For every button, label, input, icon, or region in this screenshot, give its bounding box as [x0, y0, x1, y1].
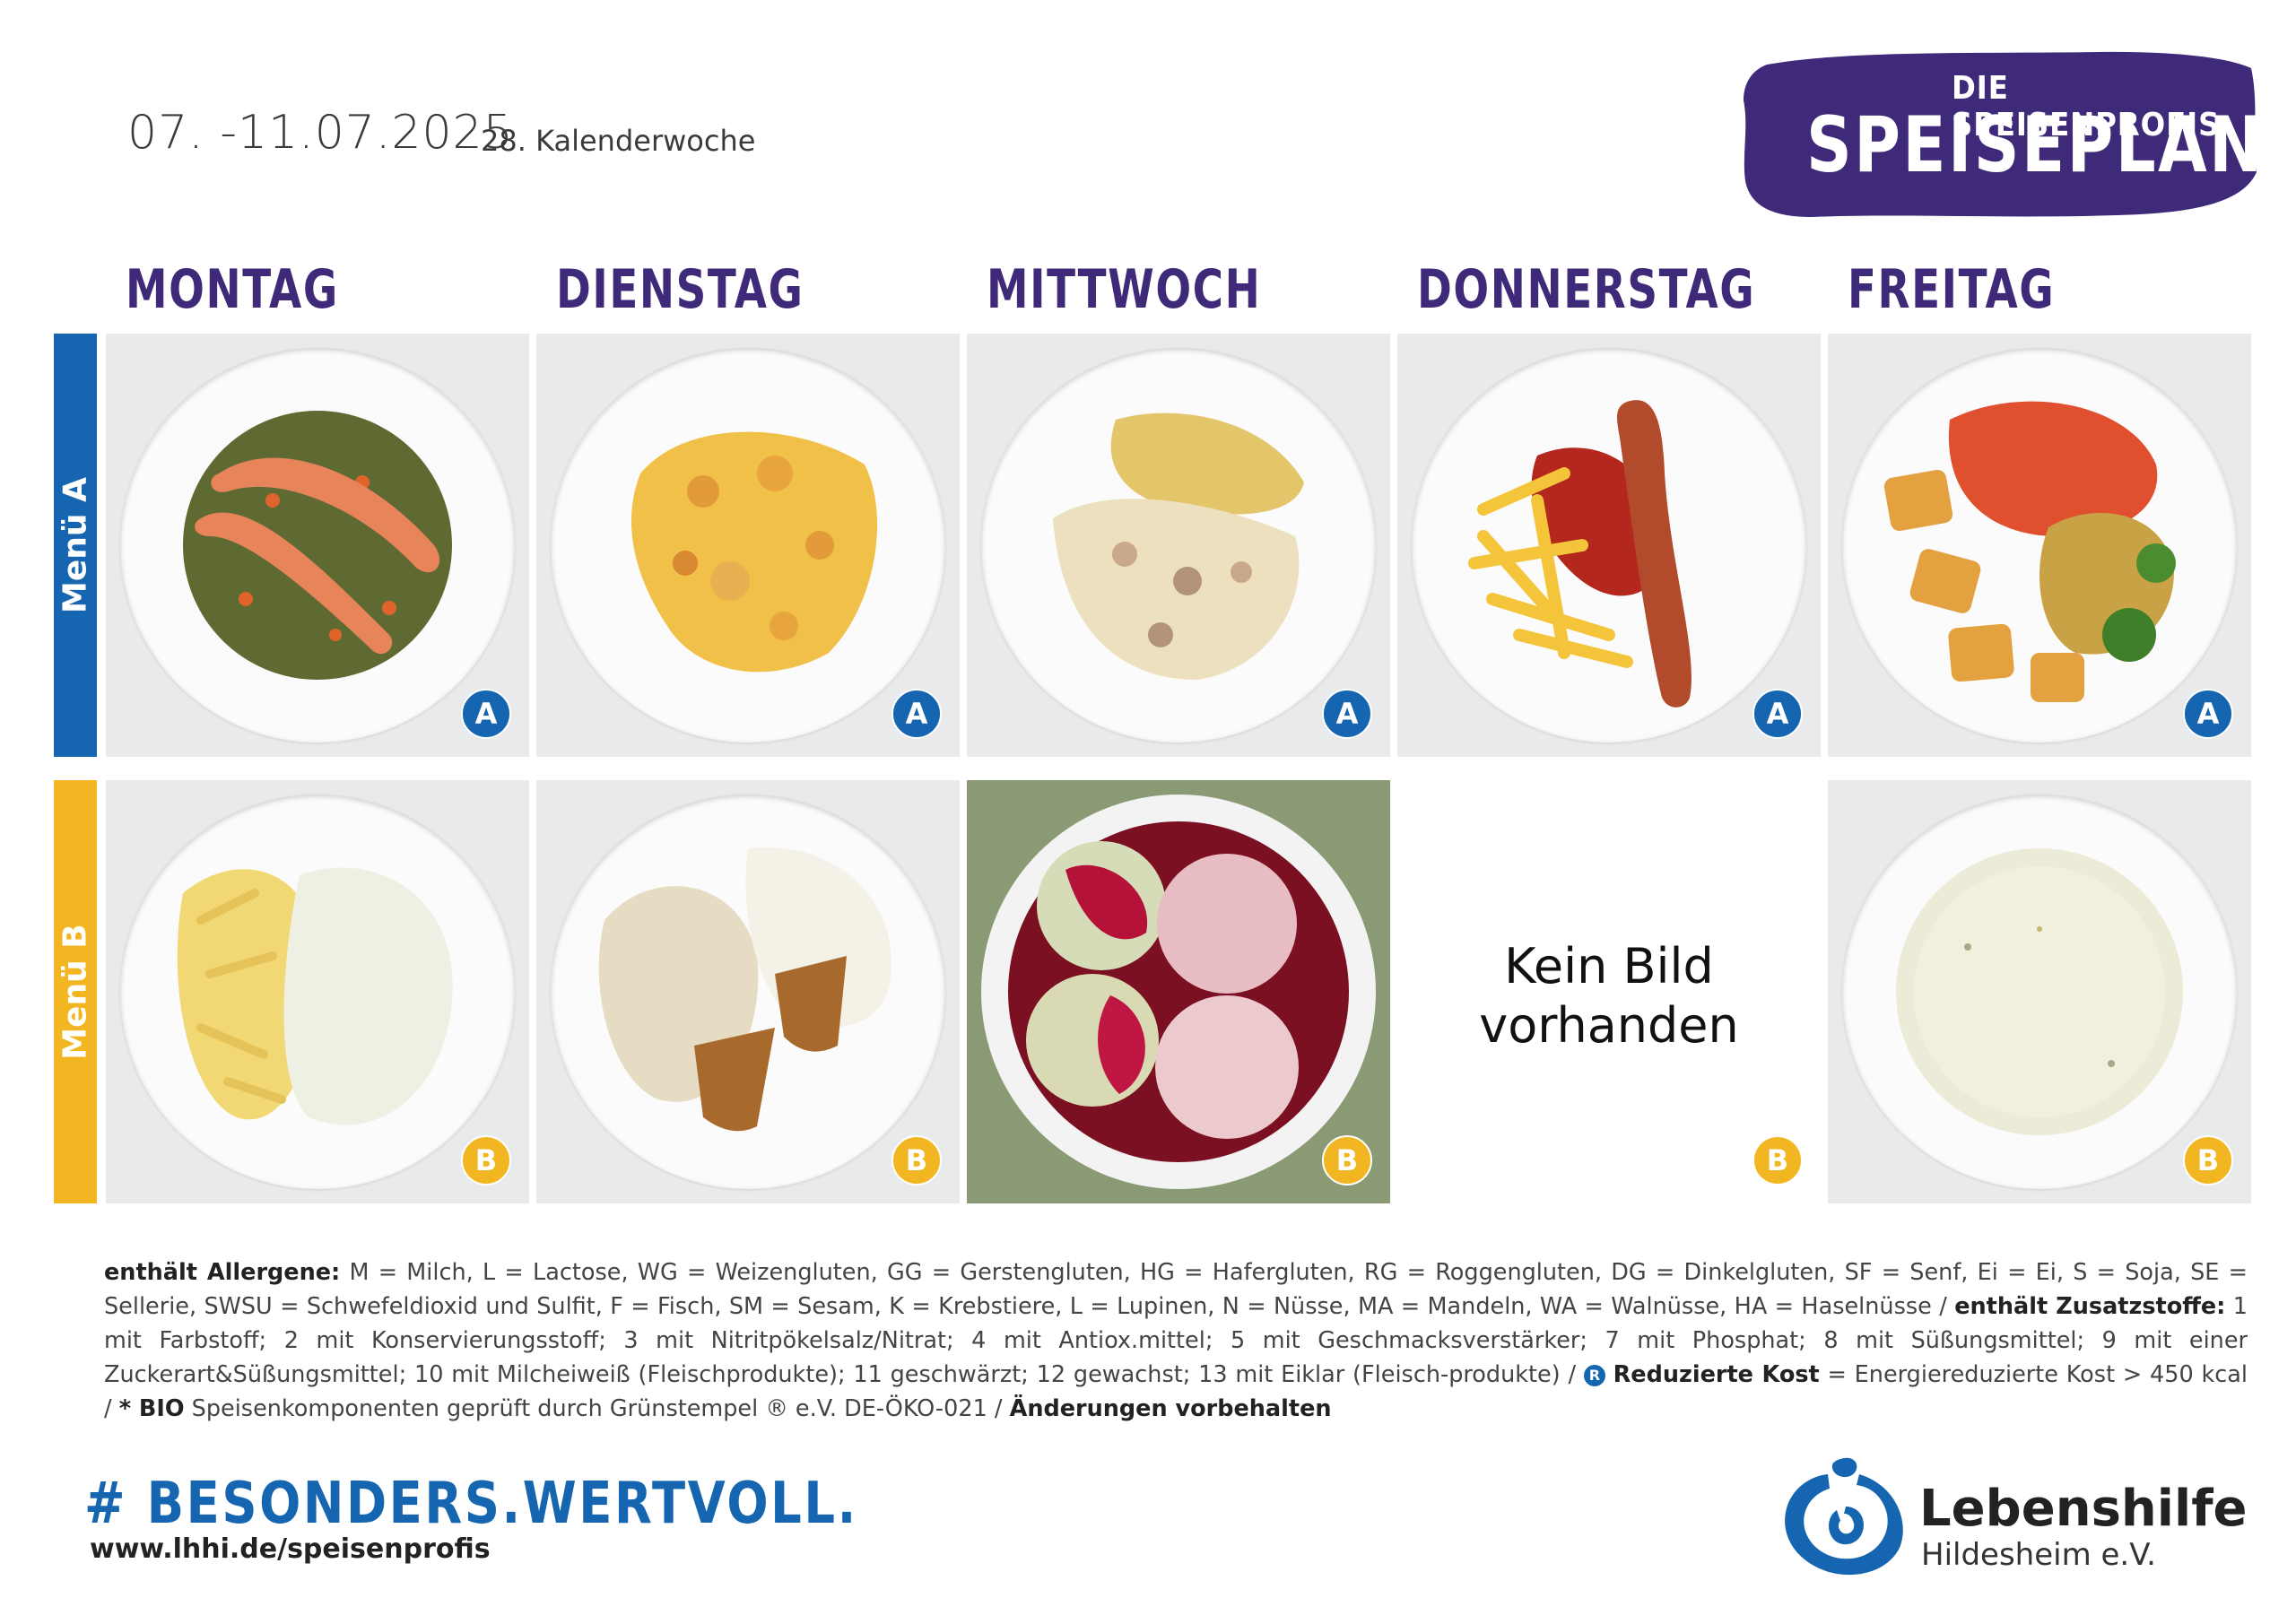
calendar-week: 28. Kalenderwoche [481, 124, 756, 158]
brand-brush-background [1744, 51, 2257, 218]
allergens-title: enthält Allergene: [104, 1259, 341, 1286]
reduced-icon: R [1583, 1365, 1605, 1386]
menu-a-badge: A [1752, 689, 1803, 739]
day-thursday: DONNERSTAG [1417, 258, 1756, 321]
day-wednesday: MITTWOCH [987, 258, 1262, 321]
menu-a-badge: A [891, 689, 942, 739]
date-range: 07. -11.07.2025 [127, 106, 514, 160]
meal-image-thursday-b: Kein Bild vorhanden B [1397, 780, 1821, 1203]
allergens-text: M = Milch, L = Lactose, WG = Weizenglute… [104, 1259, 2248, 1320]
meal-image-tuesday-b: B [536, 780, 960, 1203]
day-tuesday: DIENSTAG [556, 258, 804, 321]
meal-image-friday-a: A [1828, 334, 2251, 757]
organization-name: Lebenshilfe [1919, 1480, 2248, 1538]
meal-image-wednesday-a: A [967, 334, 1390, 757]
day-friday: FREITAG [1848, 258, 2056, 321]
allergen-legend: enthält Allergene: M = Milch, L = Lactos… [104, 1255, 2248, 1426]
brand-title: SPEISEPLAN [1806, 100, 2265, 190]
menu-a-badge: A [461, 689, 511, 739]
meal-image-tuesday-a: A [536, 334, 960, 757]
day-monday: MONTAG [126, 258, 339, 321]
meal-image-wednesday-b: B [967, 780, 1390, 1203]
meal-image-monday-a: A [106, 334, 529, 757]
menu-a-bar: Menü A [54, 334, 97, 757]
reduced-title: Reduzierte Kost [1613, 1361, 1820, 1388]
website-link[interactable]: www.lhhi.de/speisenprofis [90, 1533, 491, 1565]
menu-b-badge: B [2183, 1135, 2233, 1185]
lebenshilfe-logo-icon [1785, 1457, 1903, 1576]
menu-a-badge: A [2183, 689, 2233, 739]
menu-b-badge: B [1752, 1135, 1803, 1185]
menu-b-bar: Menü B [54, 780, 97, 1203]
menu-a-badge: A [1322, 689, 1372, 739]
organization-subtitle: Hildesheim e.V. [1921, 1537, 2156, 1573]
bio-title: * BIO [118, 1395, 185, 1422]
brand-subtitle: DIE SPEISENPROFIS [1952, 70, 2221, 143]
meal-image-thursday-a: A [1397, 334, 1821, 757]
additives-title: enthält Zusatzstoffe: [1954, 1293, 2226, 1320]
changes-note: Änderungen vorbehalten [1009, 1395, 1332, 1422]
reduced-text: = Energiereduzierte Kost > 450 kcal / [104, 1361, 2248, 1422]
hashtag-slogan: # BESONDERS.WERTVOLL. [84, 1471, 858, 1537]
menu-b-badge: B [891, 1135, 942, 1185]
menu-b-badge: B [1322, 1135, 1372, 1185]
menu-b-label: Menü B [57, 924, 94, 1060]
no-image-placeholder: Kein Bild vorhanden [1479, 938, 1739, 1054]
bio-text: Speisenkomponenten geprüft durch Grünste… [184, 1395, 1010, 1422]
additives-text: 1 mit Farbstoff; 2 mit Konservierungssto… [104, 1293, 2248, 1388]
menu-b-badge: B [461, 1135, 511, 1185]
meal-image-friday-b: B [1828, 780, 2251, 1203]
meal-image-monday-b: B [106, 780, 529, 1203]
menu-a-label: Menü A [57, 477, 94, 613]
